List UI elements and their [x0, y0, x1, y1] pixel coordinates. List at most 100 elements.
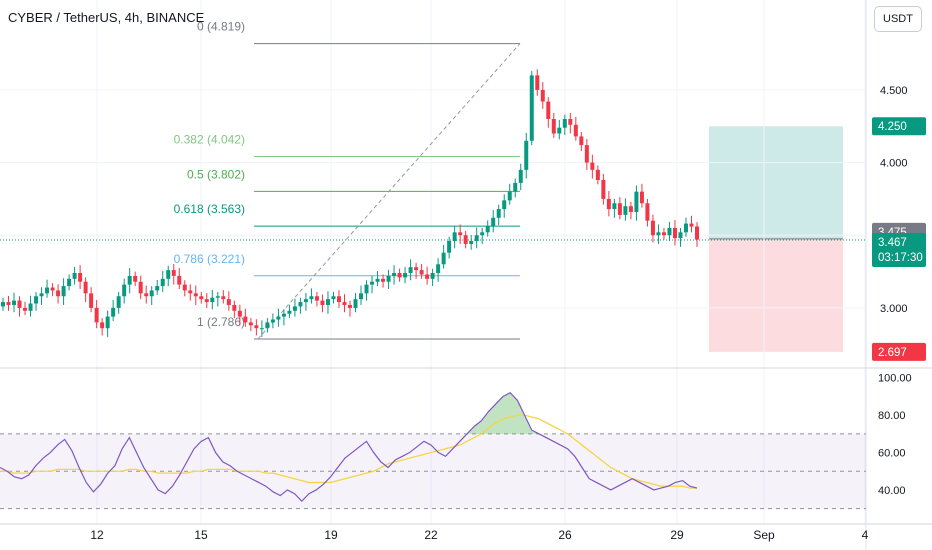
candle-body	[639, 191, 644, 204]
candle-body	[111, 307, 116, 317]
candle-body	[392, 273, 397, 276]
fib-label: 1 (2.786)	[197, 315, 245, 329]
candle-body	[546, 101, 551, 119]
price-tick-label: 3.000	[880, 303, 908, 315]
candle-body	[94, 307, 99, 323]
candle-body	[83, 281, 88, 294]
time-tick-label: 22	[424, 528, 438, 542]
candle-body	[551, 118, 556, 134]
time-tick-label: 12	[90, 528, 104, 542]
candle-body	[243, 316, 248, 323]
candle-body	[34, 296, 39, 304]
candle-body	[193, 293, 198, 297]
candle-body	[166, 270, 171, 279]
price-badge	[872, 342, 926, 361]
candle-body	[336, 296, 341, 303]
candle-body	[656, 232, 661, 236]
candle-body	[348, 304, 352, 308]
candle-body	[524, 140, 529, 170]
candle-body	[661, 232, 666, 236]
candle-body	[89, 293, 94, 308]
candle-body	[56, 290, 61, 297]
candle-body	[122, 284, 127, 297]
rsi-tick-label: 100.00	[878, 373, 912, 385]
candle-body	[188, 290, 193, 294]
fib-label: 0.786 (3.221)	[174, 252, 245, 266]
candle-body	[270, 319, 275, 323]
candle-body	[463, 235, 468, 244]
price-badge-value: 2.697	[878, 347, 907, 359]
rsi-line	[0, 391, 698, 503]
price-badge	[872, 117, 926, 136]
candle-body	[364, 284, 369, 294]
candle-body	[375, 278, 380, 282]
candle-body	[39, 293, 44, 297]
candle-body	[309, 296, 314, 300]
fib-trend-line	[257, 43, 521, 340]
candle-body	[397, 273, 402, 278]
stop-zone	[709, 238, 843, 352]
candle-body	[248, 322, 253, 326]
candle-body	[386, 275, 391, 282]
price-badge	[872, 233, 926, 268]
candle-body	[601, 180, 606, 199]
rsi-tick-label: 60.00	[878, 448, 906, 460]
chart-title: CYBER / TetherUS, 4h, BINANCE	[8, 10, 205, 25]
candle-body	[617, 203, 622, 215]
candle-body	[298, 302, 303, 307]
candle-body	[485, 226, 490, 233]
candle-body	[78, 273, 83, 282]
candle-body	[6, 302, 11, 305]
candle-body	[12, 300, 17, 305]
price-tick-label: 4.500	[880, 85, 908, 97]
candle-body	[210, 297, 215, 303]
candle-body	[650, 220, 655, 236]
candle-body	[325, 299, 330, 305]
currency-button[interactable]: USDT	[874, 6, 922, 32]
candle-body	[265, 322, 270, 329]
candle-body	[562, 118, 567, 128]
candle-body	[149, 290, 154, 297]
time-tick-label: 19	[324, 528, 338, 542]
candle-body	[215, 296, 220, 298]
candle-body	[276, 316, 281, 320]
candle-body	[155, 286, 160, 291]
candle-body	[458, 232, 463, 236]
candle-body	[623, 206, 628, 215]
candle-body	[579, 136, 584, 146]
candle-body	[281, 313, 286, 317]
candle-body	[672, 227, 677, 239]
candle-body	[342, 302, 347, 305]
rsi-ma-line	[0, 414, 697, 489]
candle-body	[287, 310, 292, 314]
price-badge-countdown: 03:17:30	[878, 252, 923, 264]
candle-body	[408, 267, 413, 274]
candle-body	[414, 267, 419, 271]
candle-body	[573, 124, 578, 137]
candle-body	[419, 270, 424, 275]
fib-label: 0 (4.819)	[197, 20, 245, 34]
rsi-tick-label: 40.00	[878, 485, 906, 497]
time-tick-label: 4	[862, 528, 869, 542]
candle-body	[595, 169, 600, 181]
candle-body	[469, 241, 474, 244]
candle-body	[292, 306, 297, 311]
candle-body	[254, 325, 259, 329]
candle-body	[689, 223, 694, 227]
candle-body	[480, 232, 485, 236]
candle-body	[182, 284, 187, 291]
candle-body	[370, 281, 375, 285]
candle-body	[314, 296, 319, 301]
candle-body	[359, 293, 364, 300]
candle-body	[204, 299, 209, 303]
candle-body	[403, 273, 408, 278]
candle-body	[138, 281, 143, 294]
candle-body	[50, 287, 55, 291]
candle-body	[133, 275, 138, 282]
candle-body	[612, 203, 617, 210]
candle-body	[425, 274, 430, 279]
candle-body	[430, 273, 435, 279]
candle-body	[540, 89, 545, 102]
candle-body	[695, 226, 699, 240]
